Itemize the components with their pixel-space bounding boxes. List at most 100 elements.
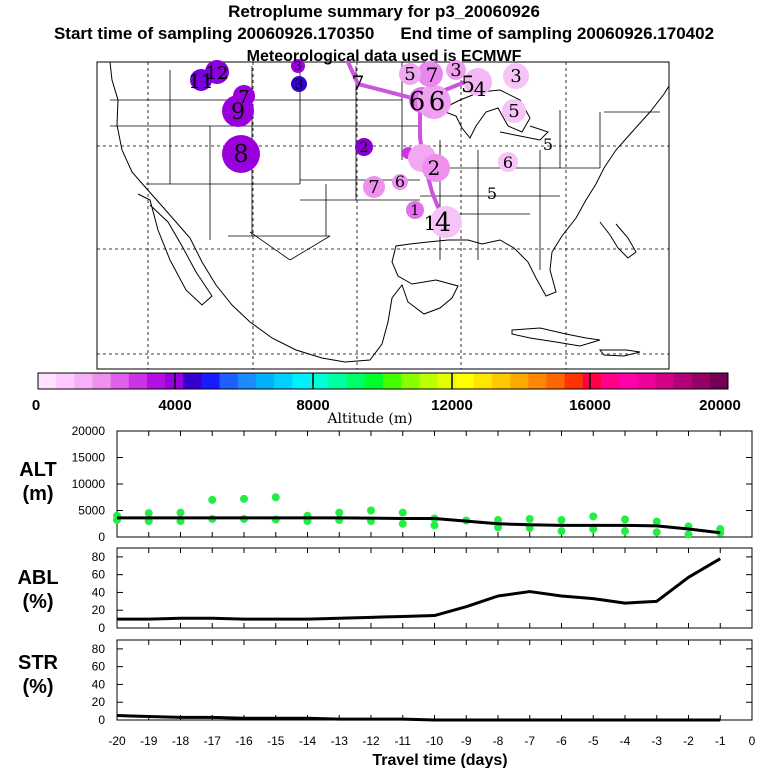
colorbar-swatch: [92, 373, 112, 389]
map-panel: 12 11 7 9 8 3 3 2 2 7 6 4 1 1 5 5 6 5 5 …: [96, 59, 670, 370]
x-tick-label: -20: [108, 734, 126, 748]
map-marker: [503, 63, 529, 89]
colorbar-axis-label: Altitude (m): [326, 411, 412, 427]
map-label: 6: [409, 87, 426, 117]
x-tick-label: 0: [749, 734, 756, 748]
x-tick-label: -4: [620, 734, 631, 748]
map-frame: [96, 61, 670, 370]
x-axis-title: Travel time (days): [372, 752, 507, 768]
scatter-point: [430, 521, 439, 530]
scatter-point: [557, 527, 566, 536]
colorbar-swatch: [110, 373, 130, 389]
map-marker: [392, 174, 408, 190]
map-marker: [222, 95, 254, 127]
map-marker: [291, 59, 305, 73]
map-label: 8: [233, 140, 248, 168]
start-time-label: Start time of sampling 20060926.170350: [53, 24, 375, 43]
map-markers: [190, 59, 529, 238]
x-tick-label: -17: [204, 734, 222, 748]
y-tick-label: 80: [92, 642, 106, 656]
colorbar-swatch: [473, 373, 493, 389]
map-label: 5: [461, 73, 475, 98]
colorbar-swatch: [655, 373, 675, 389]
colorbar-swatch: [328, 373, 348, 389]
chart-title: Retroplume summary for p3_20060926: [228, 2, 540, 21]
scatter-point: [398, 508, 407, 517]
map-label: 3: [294, 59, 302, 73]
map-label: 6: [395, 172, 405, 191]
map-label: 7: [352, 71, 365, 95]
sampling-times: Start time of sampling 20060926.170350 En…: [0, 24, 768, 44]
colorbar-swatch: [38, 373, 57, 389]
map-marker: [222, 135, 260, 173]
map-label: 1: [424, 211, 437, 235]
colorbar-tick: 0: [32, 397, 40, 414]
scatter-point: [240, 494, 248, 503]
map-label: 2: [360, 140, 369, 156]
map-marker: [446, 60, 466, 80]
map-label: 6: [429, 87, 446, 117]
colorbar-swatch: [310, 373, 330, 389]
y-tick-label: 0: [98, 621, 105, 635]
scatter-point: [652, 528, 661, 537]
scatter-point: [684, 530, 693, 539]
colorbar-tick: 12000: [431, 397, 473, 414]
map-marker: [417, 61, 443, 87]
scatter-point: [621, 527, 629, 536]
x-tick-label: -12: [362, 734, 380, 748]
y-tick-label: 10000: [72, 477, 106, 491]
alt-unit: (m): [22, 483, 53, 505]
series-line: [117, 557, 722, 621]
colorbar-swatch: [691, 373, 711, 389]
map-label: 7: [426, 63, 439, 87]
y-tick-label: 20000: [72, 424, 106, 438]
colorbar-swatch: [219, 373, 239, 389]
y-tick-label: 60: [92, 660, 106, 674]
colorbar-swatch: [56, 373, 75, 389]
colorbar-swatch: [510, 373, 529, 389]
x-tick-label: -2: [683, 734, 694, 748]
x-tick-label: -1: [715, 734, 726, 748]
scatter-point: [652, 517, 661, 526]
scatter-point: [176, 508, 185, 517]
map-label: 3: [295, 77, 304, 93]
map-label: 6: [503, 153, 513, 172]
map-marker: [291, 76, 307, 92]
x-tick-label: -5: [588, 734, 599, 748]
colorbar-swatch: [419, 373, 438, 389]
x-tick-label: -3: [651, 734, 662, 748]
colorbar-swatch: [292, 373, 311, 389]
str-label: STR: [18, 652, 59, 674]
abl-unit: (%): [22, 591, 53, 613]
colorbar-swatch: [183, 373, 202, 389]
altitude-colorbar: [38, 373, 729, 389]
x-tick-label: -18: [172, 734, 190, 748]
panel-labels: ALT (m) ABL (%) STR (%): [17, 459, 58, 698]
colorbar-swatch: [619, 373, 638, 389]
map-label: 5: [487, 184, 497, 203]
y-tick-label: 15000: [72, 451, 106, 465]
end-time-label: End time of sampling 20060926.170402: [400, 24, 715, 43]
colorbar-swatch: [564, 373, 584, 389]
colorbar-swatch: [146, 373, 166, 389]
y-tick-label: 40: [92, 677, 106, 691]
map-label: 3: [510, 66, 521, 87]
colorbar-swatch: [346, 373, 366, 389]
map-label: 7: [368, 177, 379, 198]
y-tick-label: 0: [98, 530, 105, 544]
y-tick-label: 60: [92, 568, 106, 582]
panel-frame: [116, 639, 753, 721]
x-tick-label: -15: [267, 734, 285, 748]
scatter-point: [494, 523, 502, 532]
x-tick-label: -7: [524, 734, 535, 748]
y-tick-label: 5000: [78, 504, 105, 518]
map-marker: [363, 176, 385, 198]
colorbar-swatch: [546, 373, 566, 389]
scatter-point: [335, 508, 344, 517]
scatter-point: [589, 525, 598, 534]
y-tick-label: 20: [92, 695, 106, 709]
map-graticule: [97, 62, 669, 369]
scatter-point: [589, 512, 598, 521]
scatter-point: [557, 516, 566, 525]
